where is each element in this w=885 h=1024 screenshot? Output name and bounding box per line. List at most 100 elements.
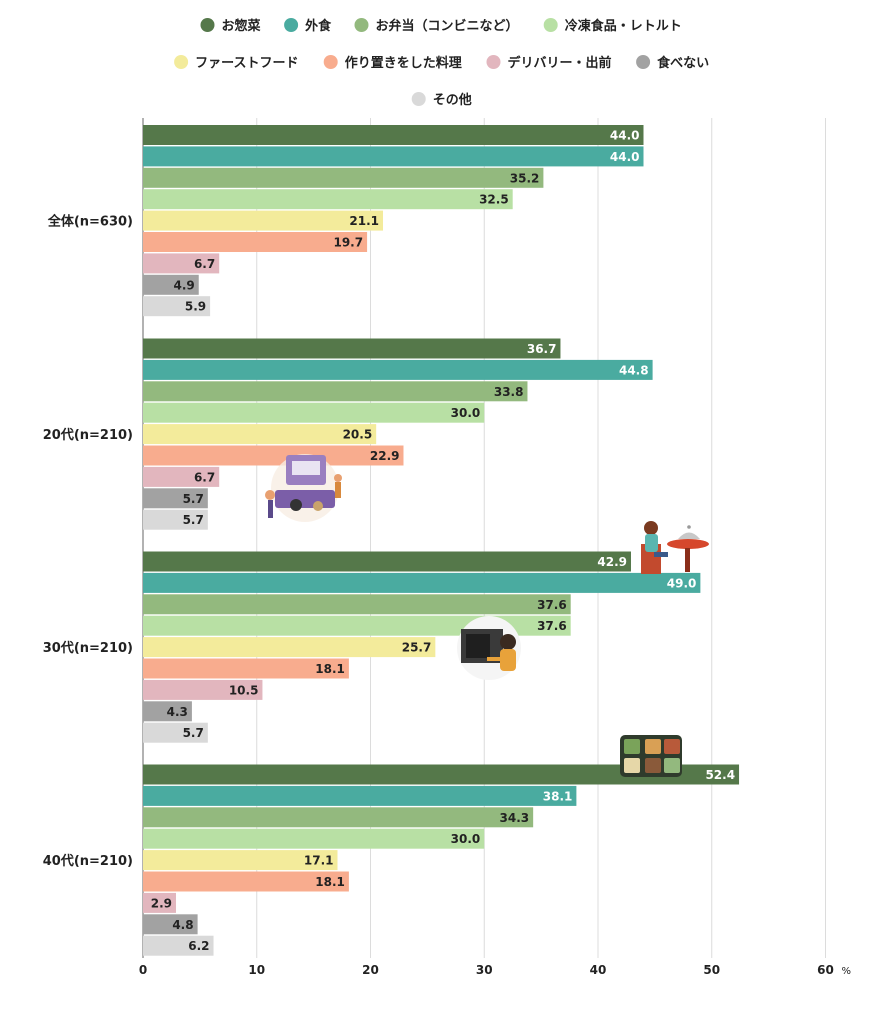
- bar-value-label: 25.7: [402, 641, 432, 655]
- bar-value-label: 35.2: [510, 171, 540, 185]
- x-tick-label: 20: [362, 963, 379, 977]
- legend-swatch: [411, 92, 426, 106]
- bars: [143, 125, 740, 956]
- bar-value-label: 38.1: [543, 789, 573, 803]
- bar-value-label: 19.7: [333, 236, 363, 250]
- bar-value-label: 30.0: [451, 406, 481, 420]
- illustrations: [265, 454, 709, 777]
- bar-value-label: 34.3: [500, 811, 530, 825]
- bar-value-label: 44.8: [619, 363, 649, 377]
- bar-value-label: 18.1: [315, 662, 345, 676]
- bar: [143, 914, 198, 935]
- bar: [143, 658, 349, 679]
- x-tick-label: 60: [817, 963, 834, 977]
- bar: [143, 445, 404, 466]
- bar: [143, 232, 368, 252]
- legend-label: お惣菜: [222, 18, 261, 34]
- bar-value-label: 37.6: [537, 598, 567, 612]
- bar-value-label: 18.1: [315, 875, 345, 889]
- bar: [143, 359, 653, 380]
- legend-label: ファーストフード: [195, 56, 298, 71]
- delivery-illustration: [265, 454, 342, 522]
- bar: [143, 828, 485, 849]
- bar-value-label: 10.5: [229, 683, 259, 697]
- legend-swatch: [636, 55, 651, 69]
- bar: [143, 935, 214, 956]
- bar-value-label: 32.5: [479, 193, 509, 207]
- bar-value-label: 22.9: [370, 449, 400, 463]
- bar-value-label: 4.9: [173, 278, 194, 292]
- legend-label: 食べない: [657, 55, 709, 71]
- bar-value-label: 36.7: [527, 342, 557, 356]
- x-axis: 0 10 20 30 40 50 60%: [139, 963, 851, 977]
- legend-swatch: [284, 18, 299, 32]
- legend-label: 冷凍食品・レトルト: [565, 18, 682, 34]
- category-label: 20代(n=210): [43, 427, 133, 443]
- bar: [143, 125, 644, 145]
- bar-value-label: 37.6: [537, 619, 567, 633]
- legend-label: お弁当（コンビニなど）: [376, 18, 519, 34]
- bar: [143, 402, 485, 423]
- bar: [143, 807, 534, 828]
- bar: [143, 871, 349, 892]
- bar-value-label: 5.7: [183, 513, 204, 527]
- legend-item: ファーストフード: [174, 55, 298, 71]
- x-tick-label: 0: [139, 963, 147, 977]
- bar: [143, 764, 740, 785]
- category-label: 全体(n=630): [47, 213, 133, 229]
- bar-value-label: 17.1: [304, 854, 334, 868]
- bar-value-label: 20.5: [343, 428, 373, 442]
- bar: [143, 146, 644, 167]
- bar-value-label: 6.2: [188, 939, 209, 953]
- bar: [143, 637, 436, 658]
- bar-value-label: 4.8: [172, 918, 193, 932]
- bar: [143, 424, 377, 445]
- bar: [143, 679, 263, 700]
- unit-label: %: [842, 966, 852, 977]
- category-label: 30代(n=210): [43, 640, 133, 656]
- legend-swatch: [200, 18, 215, 32]
- bar-value-label: 33.8: [494, 385, 524, 399]
- legend-swatch: [354, 18, 369, 32]
- bar: [143, 253, 220, 274]
- bar-value-label: 49.0: [667, 576, 697, 590]
- bar: [143, 338, 561, 359]
- value-labels: 44.044.035.232.521.119.76.74.95.936.744.…: [151, 129, 735, 954]
- legend-swatch: [323, 55, 338, 69]
- bar-value-label: 44.0: [610, 150, 640, 164]
- bar: [143, 785, 577, 806]
- bar: [143, 572, 701, 593]
- bar-value-label: 44.0: [610, 129, 640, 143]
- legend-swatch: [543, 18, 558, 32]
- restaurant-illustration: [641, 521, 709, 574]
- bar: [143, 722, 208, 743]
- bar-value-label: 4.3: [167, 705, 188, 719]
- bar-value-label: 30.0: [451, 832, 481, 846]
- legend-label: 作り置きをした料理: [345, 55, 462, 71]
- bar: [143, 509, 208, 530]
- bar: [143, 381, 528, 402]
- legend-item: その他: [411, 92, 472, 108]
- legend-item: お惣菜: [200, 18, 261, 34]
- bar: [143, 210, 384, 231]
- legend-item: お弁当（コンビニなど）: [354, 18, 519, 34]
- legend-item: 作り置きをした料理: [323, 55, 462, 71]
- bar: [143, 488, 208, 509]
- bento-illustration: [620, 735, 682, 777]
- grid-lines: [142, 118, 826, 958]
- bar: [143, 850, 338, 871]
- legend-swatch: [174, 55, 189, 69]
- x-tick-label: 30: [476, 963, 493, 977]
- bar-value-label: 52.4: [705, 768, 735, 782]
- x-tick-label: 40: [590, 963, 607, 977]
- legend-label: 外食: [304, 18, 332, 34]
- bar: [143, 274, 199, 295]
- bar: [143, 551, 631, 572]
- bar: [143, 189, 513, 210]
- bar: [143, 167, 544, 188]
- legend-item: 外食: [284, 18, 332, 34]
- legend-swatch: [486, 55, 501, 69]
- bar-value-label: 5.9: [185, 300, 206, 314]
